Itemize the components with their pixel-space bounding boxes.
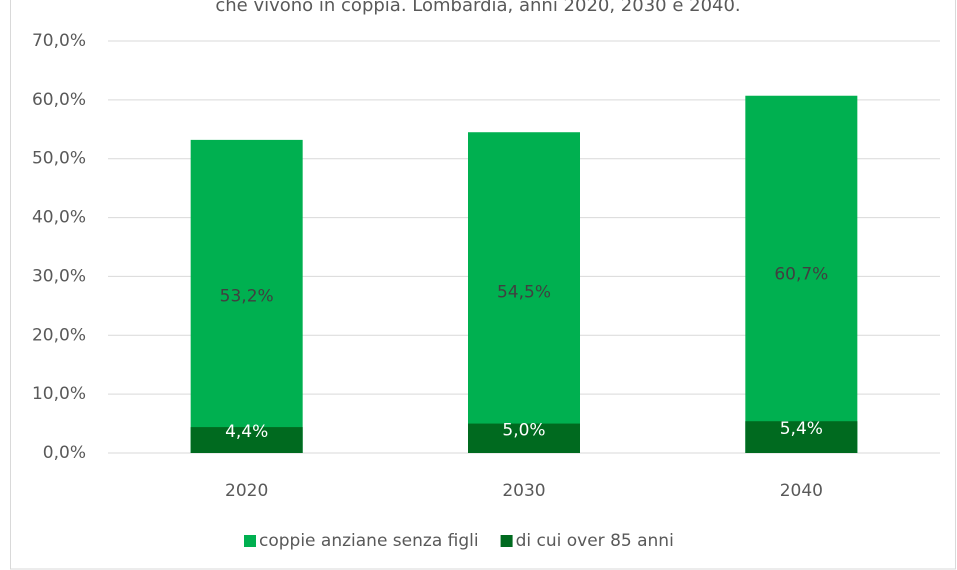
y-tick-label: 40,0% <box>32 208 86 228</box>
x-tick-label: 2030 <box>502 481 545 501</box>
bar <box>190 139 303 453</box>
legend-swatch <box>500 535 513 547</box>
data-label: 4,4% <box>225 422 268 442</box>
bar <box>745 95 858 453</box>
y-tick-label: 50,0% <box>32 149 86 169</box>
y-tick-label: 20,0% <box>32 325 86 345</box>
chart-title: che vivono in coppia. Lombardia, anni 20… <box>215 0 740 16</box>
legend-label: coppie anziane senza figli <box>259 531 479 551</box>
x-tick-label: 2040 <box>780 481 823 501</box>
bar <box>468 423 580 453</box>
bar <box>190 427 303 453</box>
y-tick-label: 30,0% <box>32 266 86 286</box>
y-tick-label: 60,0% <box>32 90 86 110</box>
bar <box>468 132 580 453</box>
data-label: 54,5% <box>497 283 551 303</box>
data-label: 5,0% <box>502 420 545 440</box>
legend-swatch <box>244 535 256 547</box>
legend-label: di cui over 85 anni <box>516 531 674 551</box>
bar <box>745 421 858 453</box>
y-tick-label: 70,0% <box>32 31 86 51</box>
y-tick-label: 0,0% <box>43 443 86 463</box>
x-tick-label: 2020 <box>225 481 268 501</box>
y-tick-label: 10,0% <box>32 384 86 404</box>
data-label: 60,7% <box>774 264 828 284</box>
data-label: 53,2% <box>220 286 274 306</box>
data-label: 5,4% <box>780 419 823 439</box>
